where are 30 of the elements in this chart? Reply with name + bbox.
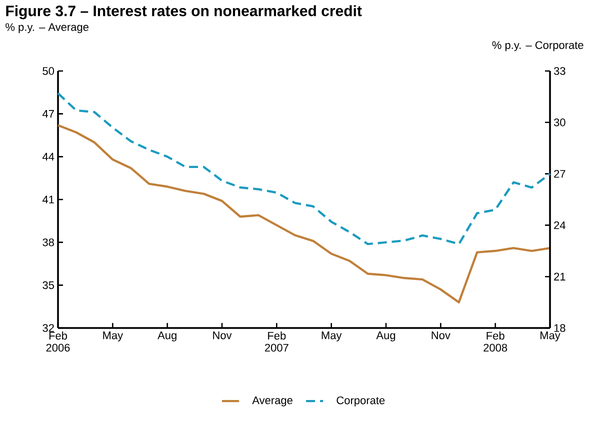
- x-tick-label: Feb 2007: [264, 332, 288, 352]
- y-tick-label: 47: [42, 110, 54, 118]
- y2-axis-title: % p.y. – Corporate: [492, 41, 584, 52]
- y2-tick-label: 24: [554, 221, 566, 230]
- x-tick-label: May: [103, 332, 124, 342]
- x-tick-label: Feb 2006: [46, 332, 70, 352]
- y-tick-label: 32: [42, 324, 54, 332]
- y-tick-label: 41: [42, 196, 54, 204]
- x-tick-label: Nov: [432, 332, 450, 340]
- y-tick-label: 38: [42, 238, 54, 246]
- y2-tick-label: 18: [554, 324, 566, 332]
- y2-tick-label: 30: [554, 118, 566, 126]
- legend-label: Corporate: [336, 396, 385, 406]
- line-series: [56, 92, 552, 246]
- y2-tick-label: 33: [554, 67, 566, 75]
- y2-tick-label: 21: [554, 272, 566, 280]
- x-tick-label: May: [540, 332, 560, 342]
- legend-label: Average: [252, 396, 292, 406]
- x-tick-label: Feb 2008: [484, 332, 508, 352]
- x-tick-label: Nov: [213, 332, 232, 340]
- y-tick-label: 35: [42, 281, 54, 290]
- x-tick-label: May: [322, 332, 342, 342]
- y-axis-title: % p.y. – Average: [6, 23, 88, 34]
- y2-tick-label: 27: [554, 170, 566, 178]
- line-series: [56, 124, 552, 304]
- chart-title: Figure 3.7 – Interest rates on nonearmarked credit: [6, 5, 362, 20]
- y-tick-label: 44: [42, 152, 54, 160]
- y-tick-label: 50: [42, 67, 54, 75]
- x-tick-label: Aug: [158, 332, 176, 342]
- x-tick-label: Aug: [376, 332, 396, 342]
